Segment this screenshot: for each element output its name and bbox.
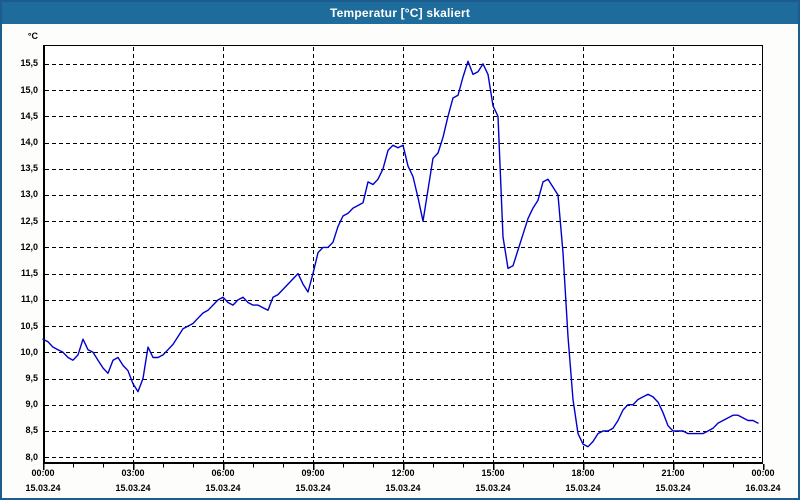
y-axis-unit-label: °C [27,31,38,41]
temperature-line-chart [42,45,765,470]
y-tick-label: 12,5 [20,215,38,226]
y-tick-label: 10,5 [20,320,38,331]
y-tick-label: 13,0 [20,189,38,200]
x-tick-time-label: 12:00 [391,468,415,478]
x-tick-time-label: 18:00 [571,468,595,478]
y-tick-label: 12,0 [20,241,38,252]
y-tick-label: 11,5 [20,268,38,279]
y-tick-label: 9,0 [25,399,38,410]
x-tick-date-label: 15.03.24 [475,483,511,493]
x-tick-time-label: 00:00 [31,468,55,478]
x-tick-time-label: 09:00 [301,468,325,478]
y-tick-label: 8,0 [25,451,38,462]
y-tick-label: 14,5 [20,110,38,121]
x-tick-time-label: 03:00 [121,468,145,478]
x-tick-time-label: 00:00 [751,468,775,478]
x-tick-date-label: 15.03.24 [205,483,241,493]
x-tick-date-label: 15.03.24 [385,483,421,493]
y-tick-label: 13,5 [20,163,38,174]
title-bar: Temperatur [°C] skaliert [2,2,798,24]
x-tick-date-label: 15.03.24 [25,483,61,493]
x-tick-date-label: 15.03.24 [565,483,601,493]
y-tick-label: 8,5 [25,425,38,436]
x-tick-date-label: 15.03.24 [655,483,691,493]
y-tick-label: 15,5 [20,58,38,69]
x-tick-time-label: 21:00 [661,468,685,478]
y-tick-label: 10,0 [20,346,38,357]
x-tick-date-label: 15.03.24 [115,483,151,493]
x-tick-date-label: 15.03.24 [295,483,331,493]
x-tick-time-label: 15:00 [481,468,505,478]
y-tick-label: 9,5 [25,373,38,384]
x-tick-time-label: 06:00 [211,468,235,478]
series-temperatur [42,60,759,448]
y-tick-label: 15,0 [20,84,38,95]
window-title: Temperatur [°C] skaliert [329,6,471,20]
y-tick-label: 14,0 [20,137,38,148]
x-tick-date-label: 16.03.24 [745,483,781,493]
y-tick-label: 11,0 [20,294,38,305]
